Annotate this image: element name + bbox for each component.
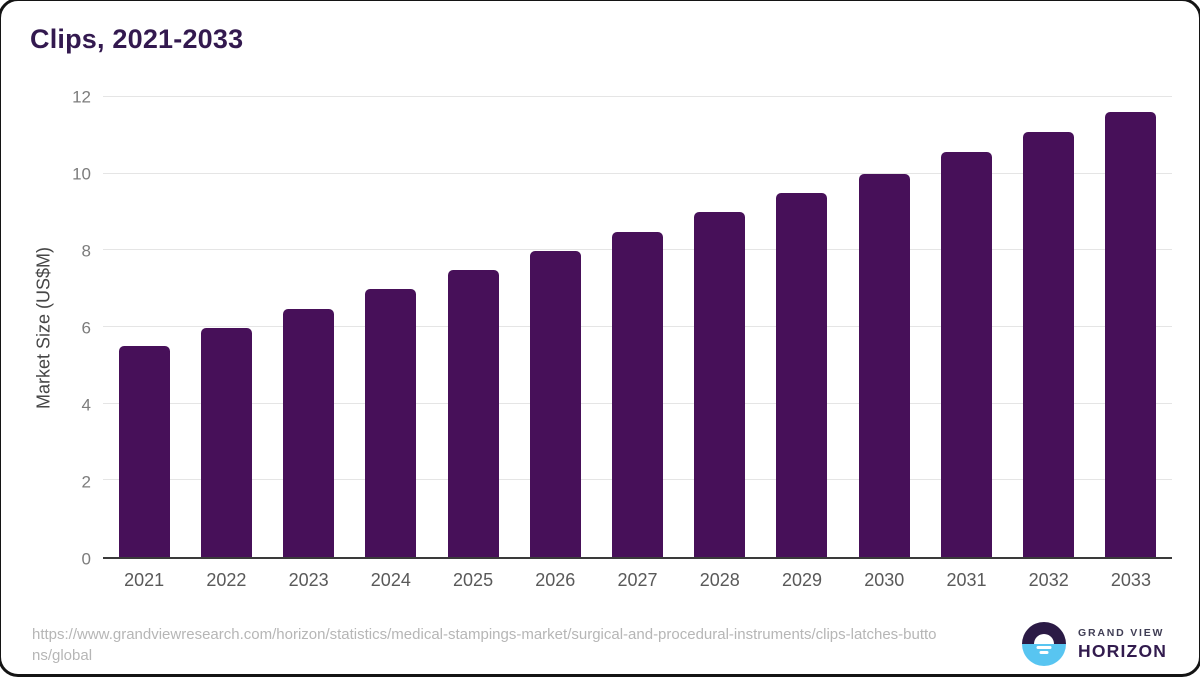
brand-name-horizon: HORIZON [1078, 640, 1168, 661]
x-tick-label-2026: 2026 [535, 570, 576, 590]
y-tick-label-10: 10 [72, 164, 91, 184]
x-tick-label-2022: 2022 [206, 570, 247, 590]
x-tick-label-2024: 2024 [370, 570, 411, 590]
y-tick-label-2: 2 [81, 472, 91, 492]
bar-2032 [1023, 132, 1075, 557]
logo-reflection-line [1039, 651, 1049, 654]
y-tick-label-0: 0 [81, 549, 91, 569]
page-title: Clips, 2021-2033 [30, 24, 244, 54]
bar-slot-2030 [843, 97, 925, 557]
bar-slot-2026 [514, 97, 596, 557]
x-tick-label-2030: 2030 [864, 570, 905, 590]
brand-logo: GRAND VIEW HORIZON [1022, 622, 1167, 666]
x-tick-label-2033: 2033 [1110, 570, 1151, 590]
y-tick-label-4: 4 [81, 395, 91, 415]
bar-slot-2024 [350, 97, 432, 557]
bar-2033 [1105, 112, 1157, 557]
x-tick-label-2021: 2021 [124, 570, 165, 590]
x-tick-label-2023: 2023 [288, 570, 329, 590]
source-url: https://www.grandviewresearch.com/horizo… [32, 626, 937, 664]
bar-slot-2023 [267, 97, 349, 557]
bar-2029 [776, 193, 828, 557]
y-tick-label-6: 6 [81, 318, 91, 338]
x-tick-label-2025: 2025 [453, 570, 494, 590]
bar-2026 [529, 250, 581, 557]
bar-slot-2021 [103, 97, 185, 557]
bar-slot-2033 [1090, 97, 1172, 557]
bar-slot-2022 [185, 97, 267, 557]
x-tick-label-2027: 2027 [617, 570, 658, 590]
plot-area [103, 96, 1172, 559]
y-tick-label-8: 8 [81, 241, 91, 261]
x-tick-label-2028: 2028 [699, 570, 740, 590]
bar-2021 [118, 346, 170, 557]
bar-slot-2028 [679, 97, 761, 557]
horizon-sun-logo-icon [1022, 622, 1066, 666]
x-axis-tick-labels: 2021 2022 2023 2024 2025 2026 2027 2028 2029 2030… [103, 570, 1172, 591]
bar-2030 [858, 174, 910, 557]
bar-series [103, 97, 1172, 557]
bar-2028 [694, 212, 746, 557]
bar-slot-2032 [1008, 97, 1090, 557]
logo-sun-shape [1034, 634, 1054, 644]
logo-reflection-line [1036, 646, 1052, 649]
gridline-y-12 [103, 96, 1172, 97]
gridline-y-10 [103, 172, 1172, 174]
y-axis-tick-labels: 0 2 4 6 8 10 12 [0, 89, 91, 568]
bar-2024 [365, 289, 417, 557]
bar-slot-2031 [925, 97, 1007, 557]
brand-name-grand-view: GRAND VIEW [1078, 626, 1165, 639]
bar-2027 [612, 232, 664, 557]
bar-slot-2029 [761, 97, 843, 557]
bar-slot-2027 [596, 97, 678, 557]
bar-2031 [940, 151, 992, 557]
x-tick-label-2031: 2031 [946, 570, 987, 590]
bar-2023 [283, 308, 335, 557]
bar-slot-2025 [432, 97, 514, 557]
x-tick-label-2029: 2029 [781, 570, 823, 590]
x-tick-label-2032: 2032 [1028, 570, 1069, 590]
y-tick-label-12: 12 [72, 87, 91, 107]
bar-2025 [447, 270, 499, 557]
bar-2022 [200, 328, 252, 557]
brand-logo-text: GRAND VIEW HORIZON [1078, 627, 1167, 662]
